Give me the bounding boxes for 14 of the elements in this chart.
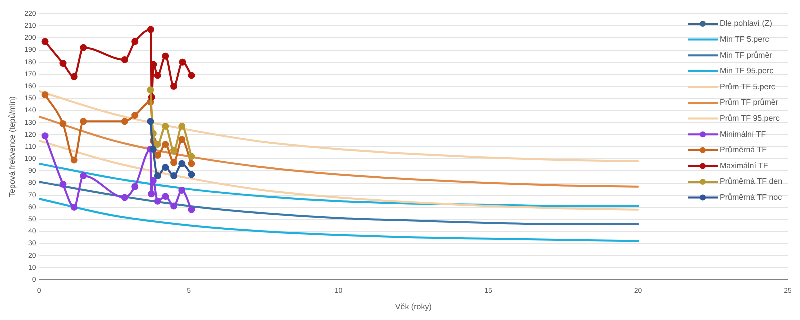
legend-label: Průměrná TF noc <box>720 193 782 202</box>
y-axis-title: Tepová frekvence (tepů/min) <box>8 96 18 198</box>
legend-label: Prům TF 5.perc <box>720 82 776 92</box>
legend-label: Minimální TF <box>720 130 766 139</box>
x-axis-title: Věk (roky) <box>395 302 432 312</box>
legend-label: Průměrná TF den <box>720 177 783 186</box>
legend-label: Průměrná TF <box>720 146 768 155</box>
legend-label: Min TF průměr <box>720 50 773 60</box>
legend-label: Maximální TF <box>720 161 768 170</box>
legend-label: Prům TF průměr <box>720 98 779 108</box>
legend-label: Prům TF 95.perc <box>720 114 780 124</box>
legend-label: Min TF 95.perc <box>720 66 774 76</box>
legend-label: Dle pohlaví (Z) <box>720 19 773 28</box>
legend-label: Min TF 5.perc <box>720 35 770 44</box>
